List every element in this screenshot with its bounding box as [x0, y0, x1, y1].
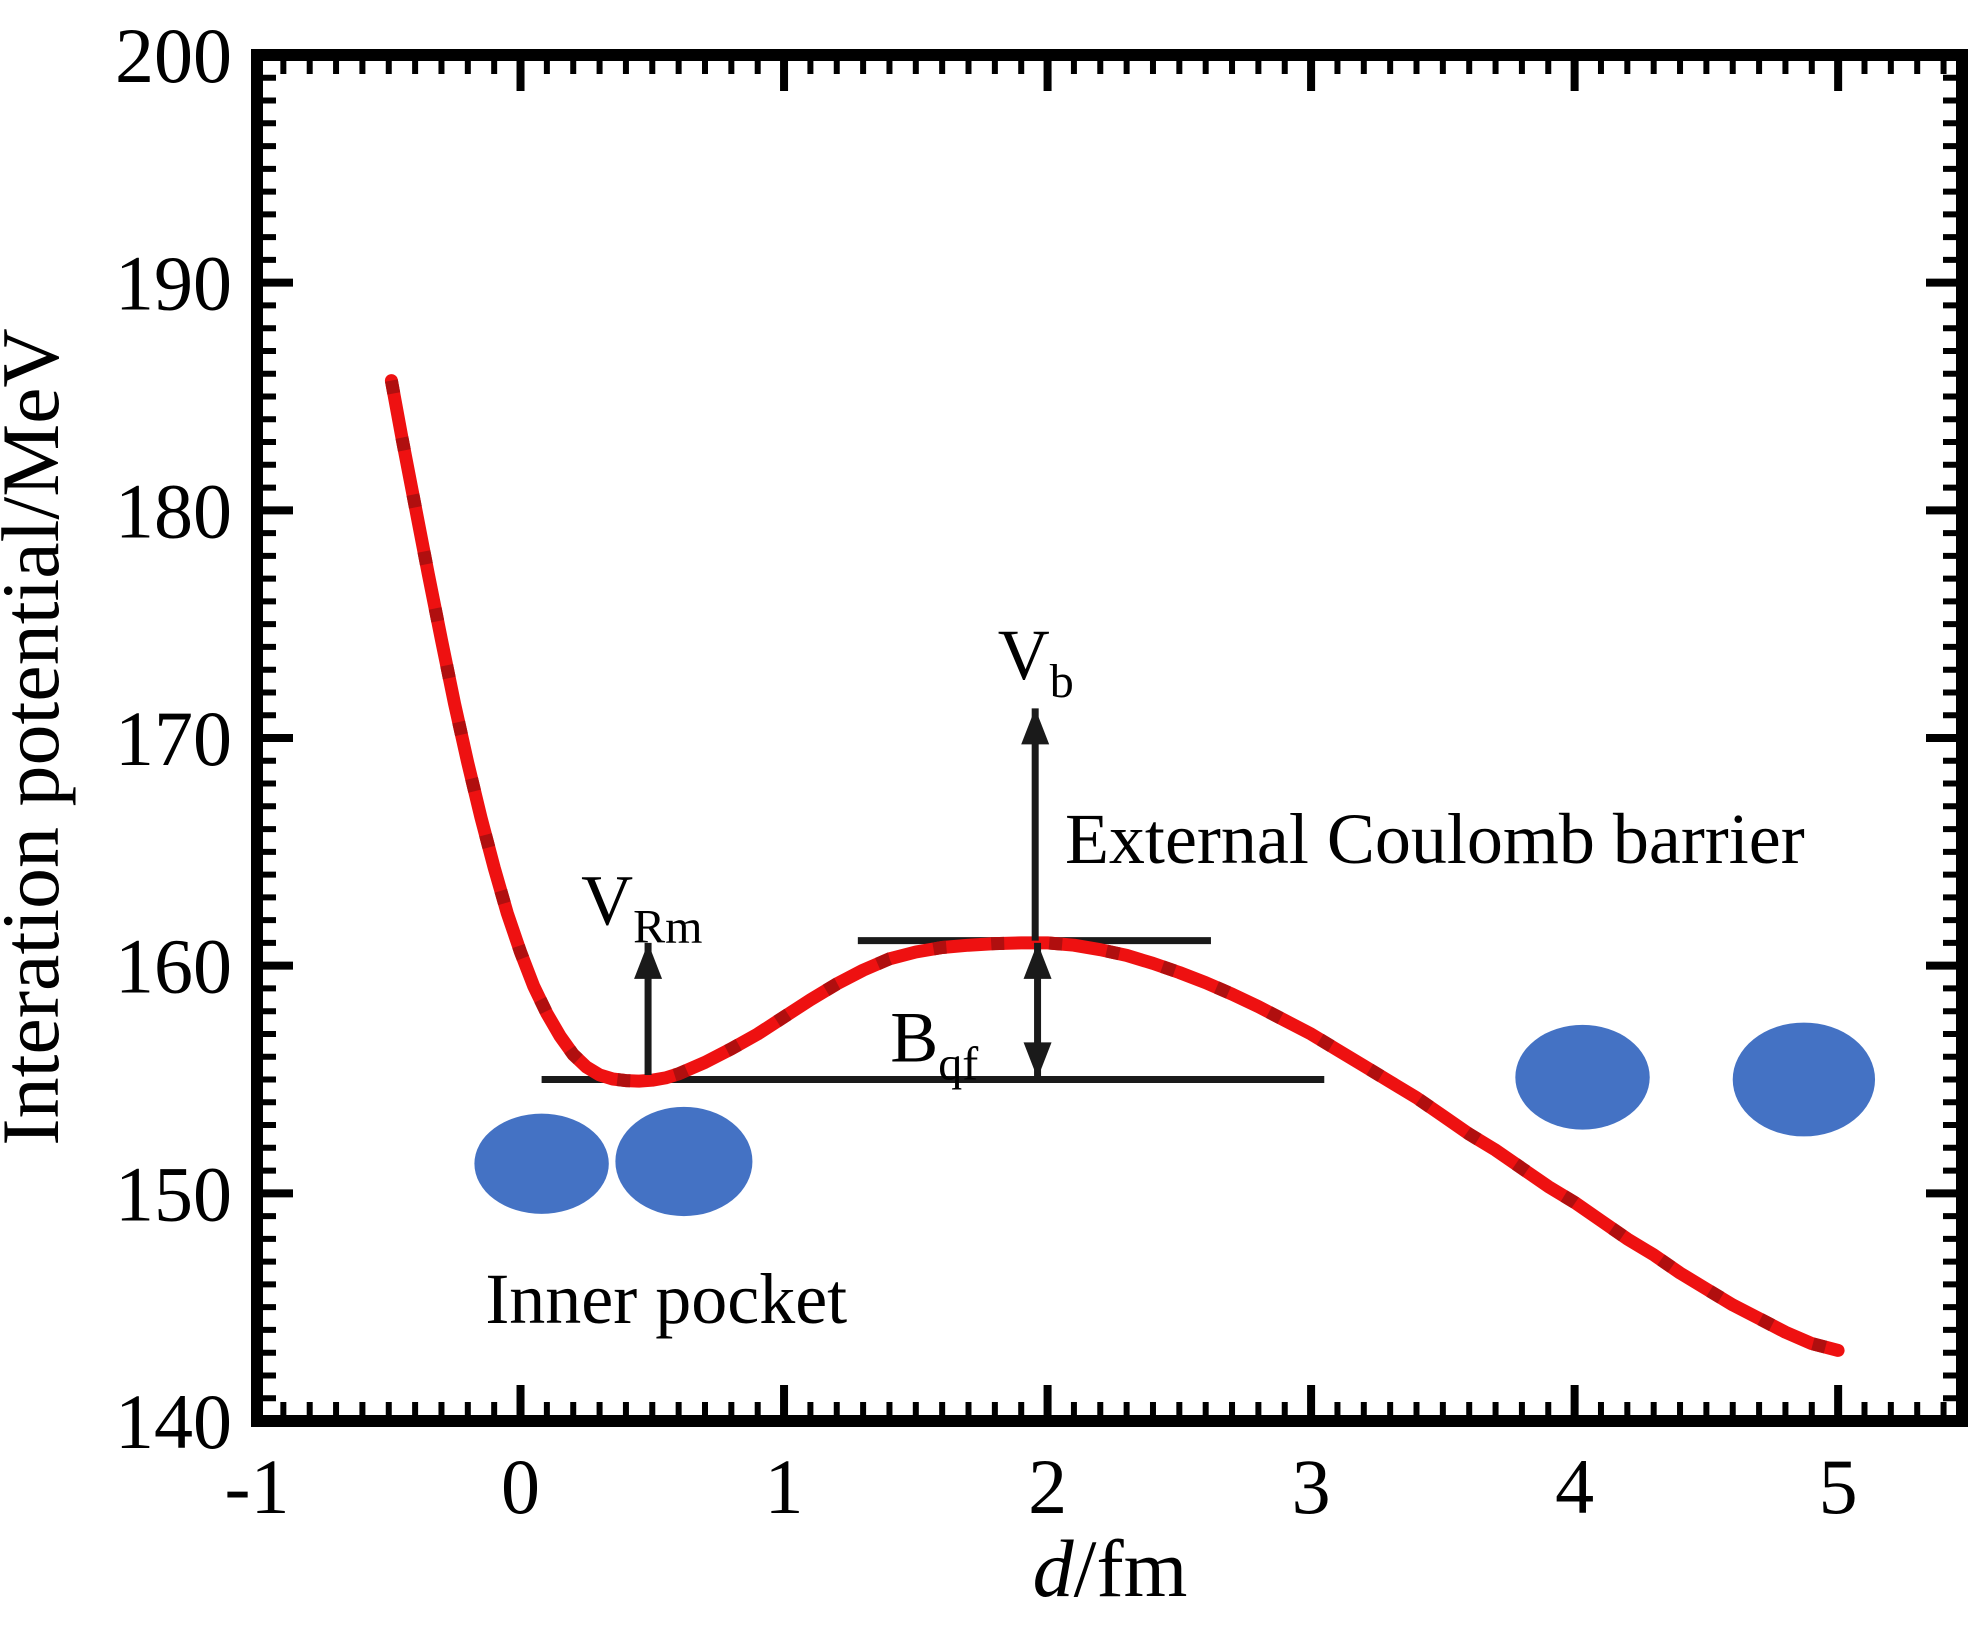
- nucleus-left-2: [615, 1106, 753, 1217]
- x-tick-label: 0: [501, 1443, 540, 1530]
- interaction-potential-curve: [384, 374, 1845, 1357]
- v-b-label: Vb: [998, 615, 1074, 708]
- x-tick-label: 2: [1028, 1443, 1067, 1530]
- axis-ticks: [253, 51, 1962, 1425]
- y-tick-label: 160: [115, 923, 232, 1010]
- arrowhead: [1021, 708, 1050, 745]
- inner-pocket-label: Inner pocket: [485, 1259, 847, 1339]
- x-tick-label: 4: [1555, 1443, 1594, 1530]
- x-axis-title: d/fm: [1033, 1523, 1188, 1614]
- nucleus-left-1: [474, 1113, 609, 1214]
- x-tick-label: 5: [1819, 1443, 1858, 1530]
- y-tick-label: 150: [115, 1150, 232, 1237]
- y-tick-labels: 140 150 160 170 180 190 200: [115, 12, 232, 1465]
- y-tick-label: 180: [115, 467, 232, 554]
- x-tick-label: 1: [765, 1443, 804, 1530]
- v-rm-arrow: [634, 942, 663, 1075]
- nucleus-right-1: [1515, 1024, 1650, 1130]
- arrowhead: [1023, 1042, 1052, 1079]
- nucleus-right-2: [1732, 1022, 1876, 1137]
- b-qf-label: Bqf: [890, 997, 978, 1090]
- x-tick-label: -1: [225, 1443, 290, 1530]
- y-tick-label: 190: [115, 240, 232, 327]
- b-qf-arrow: [1023, 942, 1052, 1079]
- y-tick-label: 200: [115, 12, 232, 99]
- y-tick-label: 170: [115, 695, 232, 782]
- v-rm-label: VRm: [581, 861, 702, 954]
- x-tick-label: 3: [1292, 1443, 1331, 1530]
- v-b-arrow: [1021, 708, 1050, 941]
- x-tick-labels: -1 0 1 2 3 4 5: [225, 1443, 1858, 1530]
- y-axis-title: Interation potential/MeV: [0, 328, 76, 1145]
- y-tick-label: 140: [115, 1378, 232, 1465]
- arrowhead: [634, 942, 663, 979]
- external-coulomb-barrier-label: External Coulomb barrier: [1065, 799, 1805, 879]
- arrowhead: [1023, 942, 1052, 979]
